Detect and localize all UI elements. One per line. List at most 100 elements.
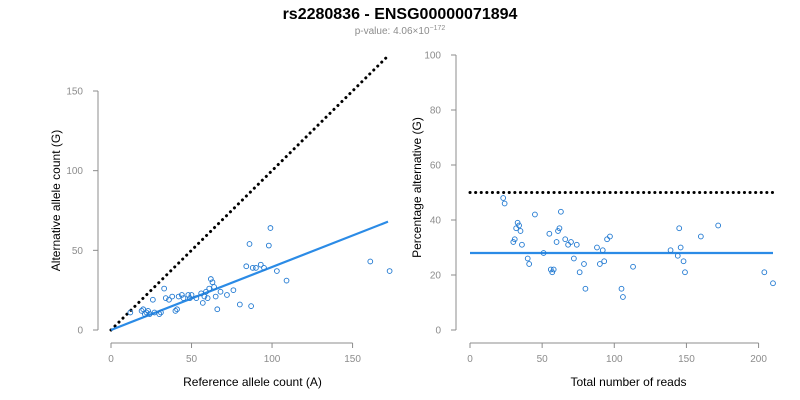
right-data-point (524, 255, 531, 262)
right-x-tick-label: 50 (537, 354, 549, 365)
right-data-point (680, 258, 687, 265)
left-data-point (217, 288, 224, 295)
left-data-point (156, 311, 163, 317)
left-data-point (274, 268, 280, 274)
left-data-point (151, 309, 158, 316)
right-y-tick-label: 60 (430, 161, 442, 172)
left-data-point (236, 301, 243, 308)
right-data-point (607, 233, 613, 240)
right-data-point (620, 294, 626, 300)
right-data-point (500, 195, 507, 201)
left-x-tick-label: 100 (264, 354, 281, 365)
right-data-point (630, 263, 636, 270)
left-y-tick-label: 50 (72, 246, 84, 257)
right-data-point (715, 222, 722, 229)
left-y-tick-label: 150 (66, 87, 83, 98)
right-data-point (674, 252, 681, 259)
left-data-point (206, 285, 213, 292)
p-value-exponent: −172 (430, 25, 446, 32)
right-data-point (597, 261, 603, 267)
right-data-point (698, 233, 704, 240)
right-data-point (562, 236, 569, 243)
left-data-point (193, 295, 200, 301)
left-data-point (158, 309, 164, 316)
left-x-tick-label: 0 (108, 354, 114, 365)
left-data-point (140, 306, 147, 313)
left-data-point (198, 290, 205, 297)
left-data-point (138, 308, 145, 314)
left-data-point (211, 284, 217, 290)
left-data-point (224, 292, 230, 298)
left-x-axis-title: Reference allele count (A) (183, 375, 322, 389)
right-data-point (553, 239, 560, 245)
right-x-tick-label: 0 (467, 354, 473, 365)
left-y-tick-label: 0 (77, 326, 83, 337)
right-data-point (547, 266, 554, 273)
left-data-point (146, 311, 153, 317)
left-data-point (214, 306, 221, 313)
right-data-point (582, 285, 589, 292)
right-y-tick-label: 20 (430, 271, 442, 282)
right-data-point (514, 219, 521, 226)
right-x-tick-label: 150 (678, 354, 695, 365)
p-value-subtitle: p-value: 4.06×10−172 (355, 25, 446, 37)
right-data-point (511, 236, 518, 243)
right-data-point (571, 255, 577, 262)
left-data-point (248, 303, 254, 309)
right-data-point (576, 269, 583, 276)
right-data-point (549, 269, 556, 276)
right-y-tick-label: 40 (430, 216, 442, 227)
left-data-point (243, 263, 250, 270)
left-data-point (161, 285, 167, 292)
chart-title: rs2280836 - ENSG00000071894 (283, 6, 518, 23)
right-data-point (513, 225, 520, 232)
left-data-point (267, 225, 274, 231)
left-data-point (187, 295, 193, 301)
right-data-point (573, 241, 580, 248)
right-data-point (510, 239, 517, 245)
right-data-point (604, 236, 610, 243)
left-x-tick-label: 150 (344, 354, 361, 365)
right-data-point (568, 239, 574, 245)
right-data-point (558, 208, 564, 215)
left-data-point (199, 300, 206, 306)
right-data-point (677, 244, 684, 251)
right-data-point (599, 247, 606, 254)
left-data-point (188, 292, 195, 298)
left-x-tick-label: 50 (186, 354, 198, 365)
left-data-point (265, 242, 272, 249)
left-data-point (212, 293, 219, 300)
left-data-point (367, 258, 374, 265)
p-value-text: p-value: 4.06×10 (355, 26, 430, 37)
left-y-axis-title: Alternative allele count (G) (49, 130, 63, 271)
right-data-point (540, 250, 547, 256)
right-data-point (526, 261, 533, 267)
right-data-point (532, 211, 538, 218)
right-x-tick-label: 200 (750, 354, 767, 365)
right-data-point (601, 258, 608, 265)
left-data-point (169, 293, 176, 300)
left-data-point (166, 296, 172, 303)
right-y-tick-label: 0 (435, 326, 441, 337)
left-data-point (174, 306, 180, 313)
left-data-point (145, 308, 151, 314)
left-y-tick-label: 100 (66, 166, 83, 177)
right-data-point (676, 225, 683, 232)
left-data-point (162, 295, 169, 301)
left-data-point (127, 309, 134, 316)
left-data-point (230, 287, 237, 294)
left-data-point (261, 265, 267, 271)
right-data-point (770, 280, 776, 287)
left-data-point (257, 261, 264, 268)
right-data-point (519, 241, 525, 248)
left-data-point (209, 279, 216, 286)
left-data-point (204, 295, 211, 301)
left-reference-line (109, 54, 390, 332)
right-data-point (550, 266, 557, 273)
right-data-point (546, 230, 553, 237)
right-data-point (594, 244, 600, 251)
right-y-tick-label: 100 (424, 51, 441, 62)
left-data-point (203, 288, 209, 295)
